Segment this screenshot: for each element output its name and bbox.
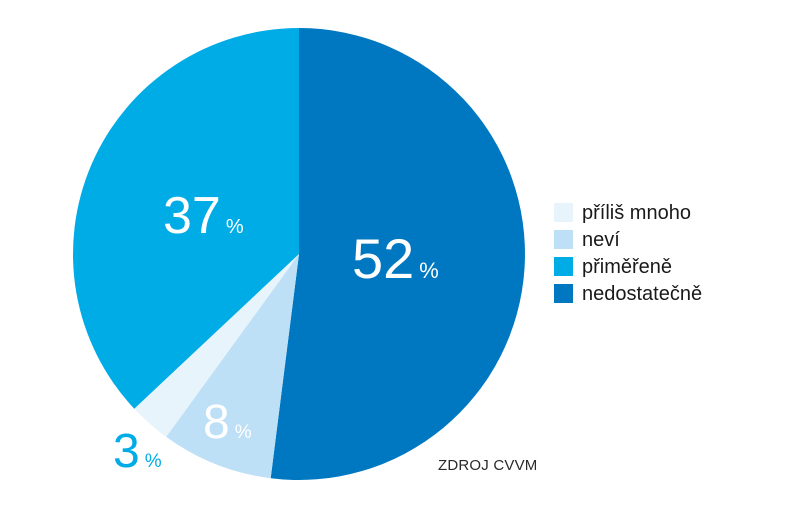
legend-label: neví: [582, 228, 620, 251]
pie-slice-52: [270, 28, 525, 480]
legend-item-nedostatecne: nedostatečně: [554, 280, 702, 307]
legend: příliš mnoho neví přiměřeně nedostatečně: [554, 199, 702, 307]
legend-item-prilis-mnoho: příliš mnoho: [554, 199, 702, 226]
pie-slice-37: [72, 27, 300, 409]
legend-item-primerene: přiměřeně: [554, 253, 702, 280]
legend-swatch: [554, 230, 573, 249]
legend-swatch: [554, 284, 573, 303]
pie-slices: [72, 27, 525, 480]
pie-slice-3: [134, 254, 299, 437]
legend-label: přiměřeně: [582, 255, 673, 278]
data-label-37: 37%: [163, 187, 244, 245]
legend-swatch: [554, 257, 573, 276]
data-label-3: 3%: [113, 425, 162, 478]
data-label-52: 52%: [352, 227, 439, 290]
legend-swatch: [554, 203, 573, 222]
pie-data-labels: 52 % 8 % 3 % 37%: [113, 187, 439, 478]
pie-slice-8: [166, 254, 299, 479]
legend-item-nevi: neví: [554, 226, 702, 253]
legend-label: nedostatečně: [582, 282, 703, 305]
legend-label: příliš mnoho: [582, 201, 691, 224]
data-label-8: 8%: [203, 396, 252, 449]
source-note: ZDROJ CVVM: [438, 457, 538, 474]
